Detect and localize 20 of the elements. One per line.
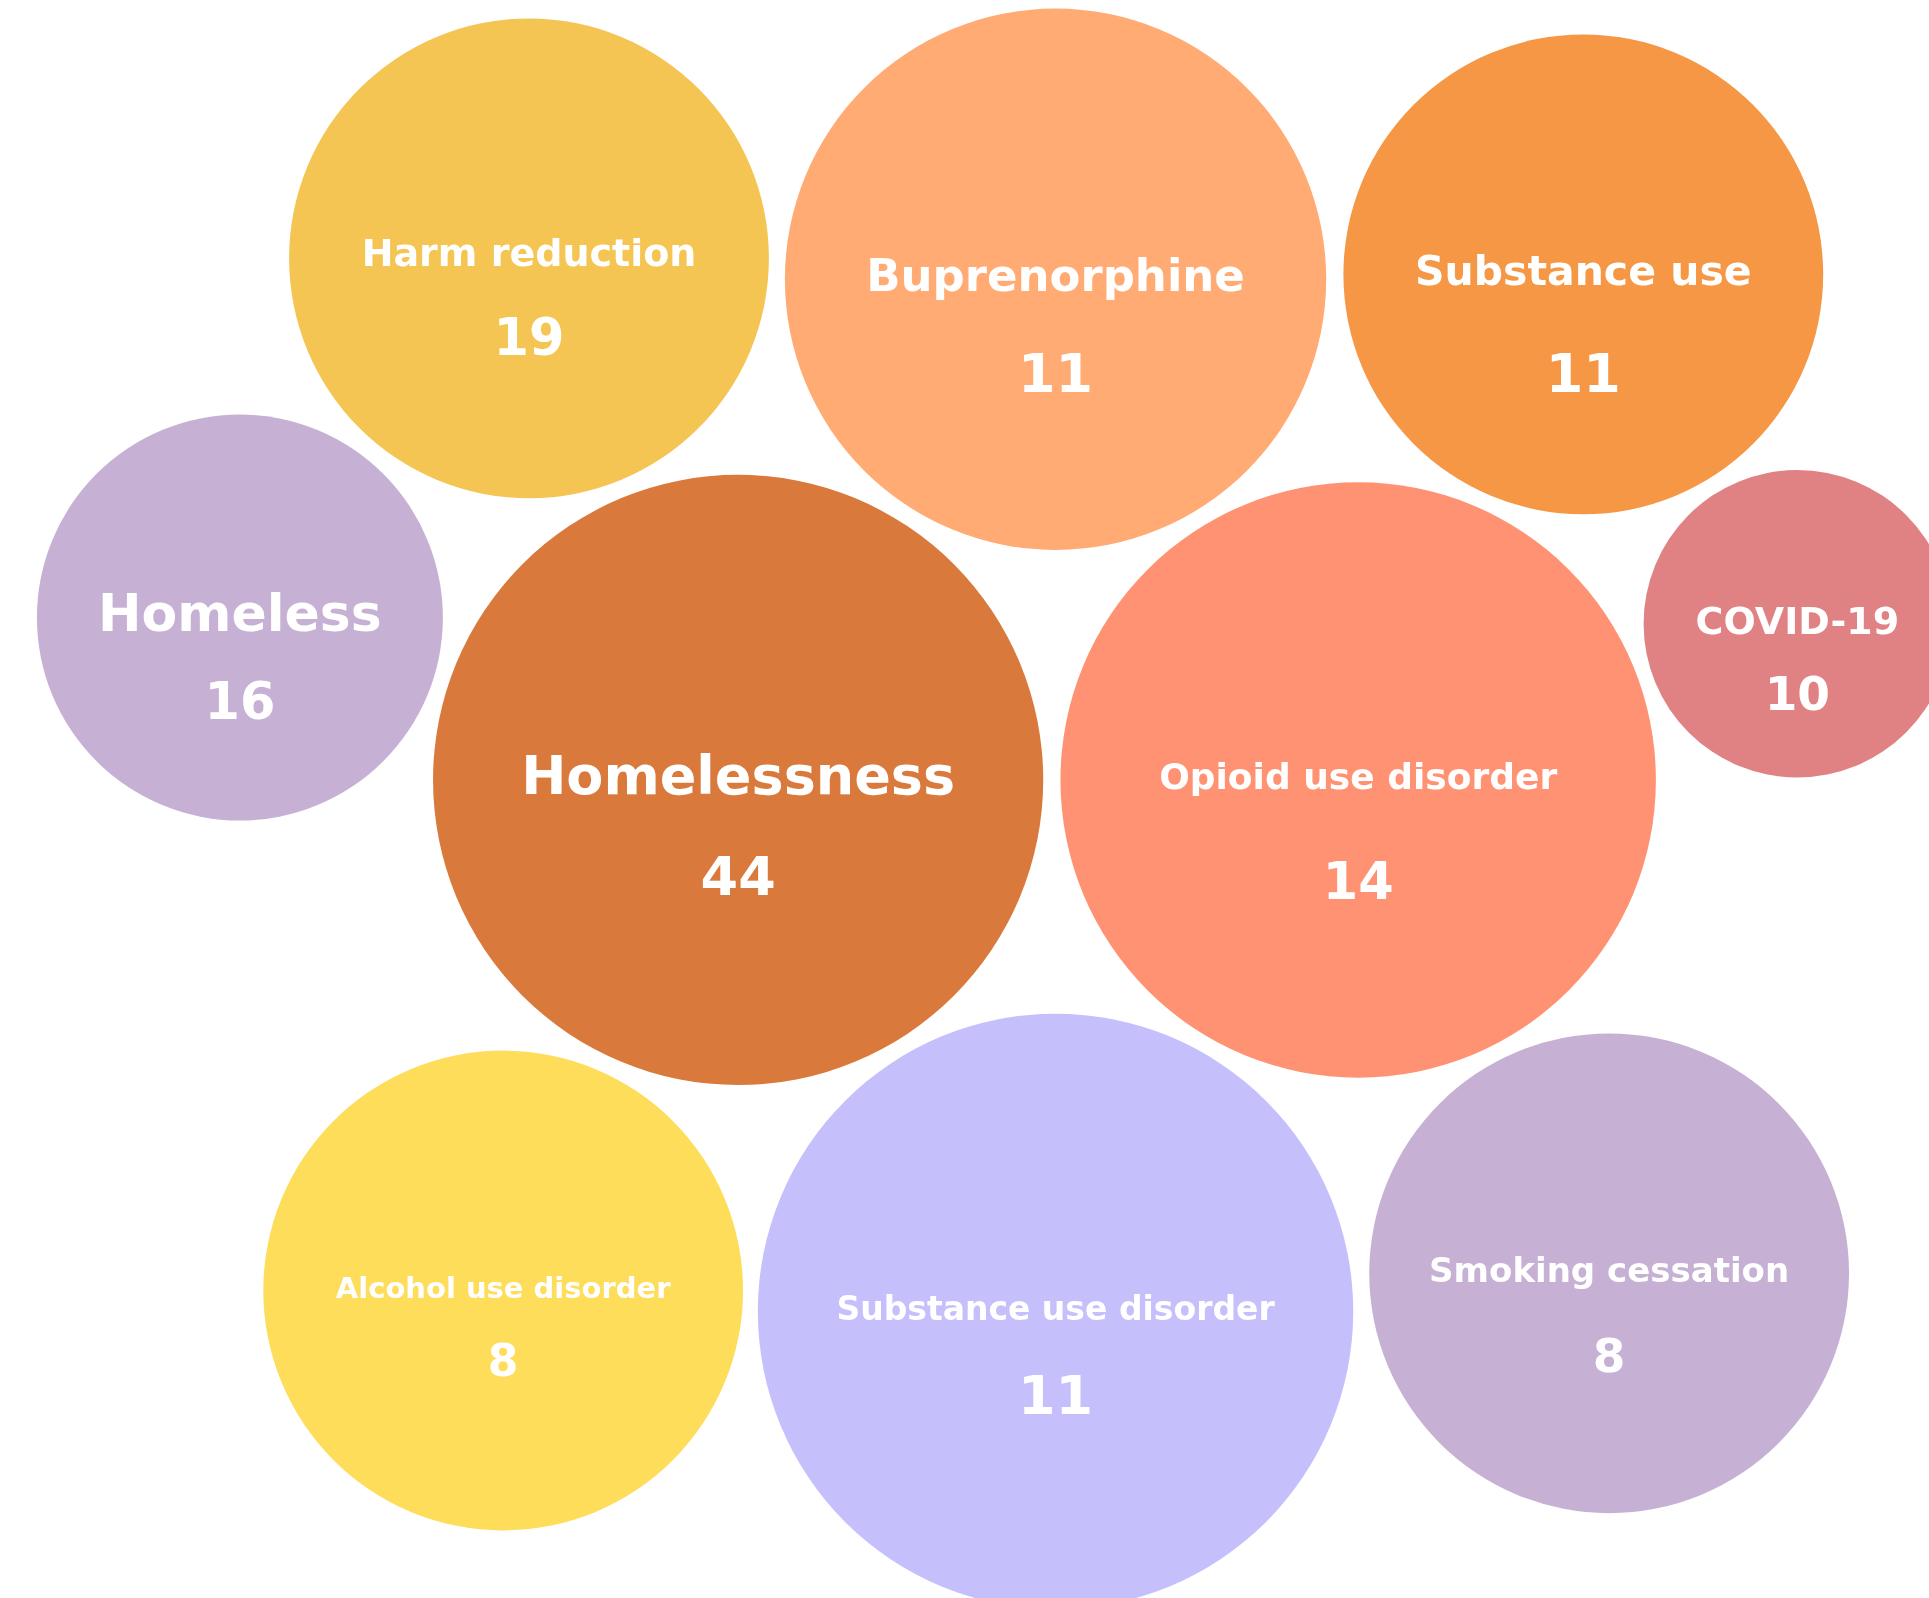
data-label: 11 [1017, 1364, 1094, 1428]
category-label: COVID-19 [1695, 598, 1900, 643]
data-label: 8 [487, 1334, 519, 1386]
category-label: Opioid use disorder [1159, 756, 1558, 798]
data-label: 11 [1017, 341, 1094, 405]
data-label: 14 [1322, 852, 1394, 912]
data-label: 19 [493, 308, 565, 368]
data-label: 8 [1592, 1327, 1626, 1383]
category-label: Homelessness [521, 744, 956, 807]
category-label: Substance use [1414, 247, 1752, 295]
data-label: 44 [700, 844, 776, 908]
data-label: 16 [204, 672, 276, 732]
category-label: Harm reduction [361, 230, 697, 275]
data-label: 11 [1545, 341, 1621, 405]
category-label: Homeless [98, 583, 382, 644]
category-label: Smoking cessation [1429, 1250, 1790, 1291]
category-label: Substance use disorder [836, 1289, 1276, 1328]
category-label: Alcohol use disorder [335, 1271, 672, 1306]
data-label: 10 [1764, 665, 1831, 721]
category-label: Buprenorphine [866, 248, 1245, 302]
